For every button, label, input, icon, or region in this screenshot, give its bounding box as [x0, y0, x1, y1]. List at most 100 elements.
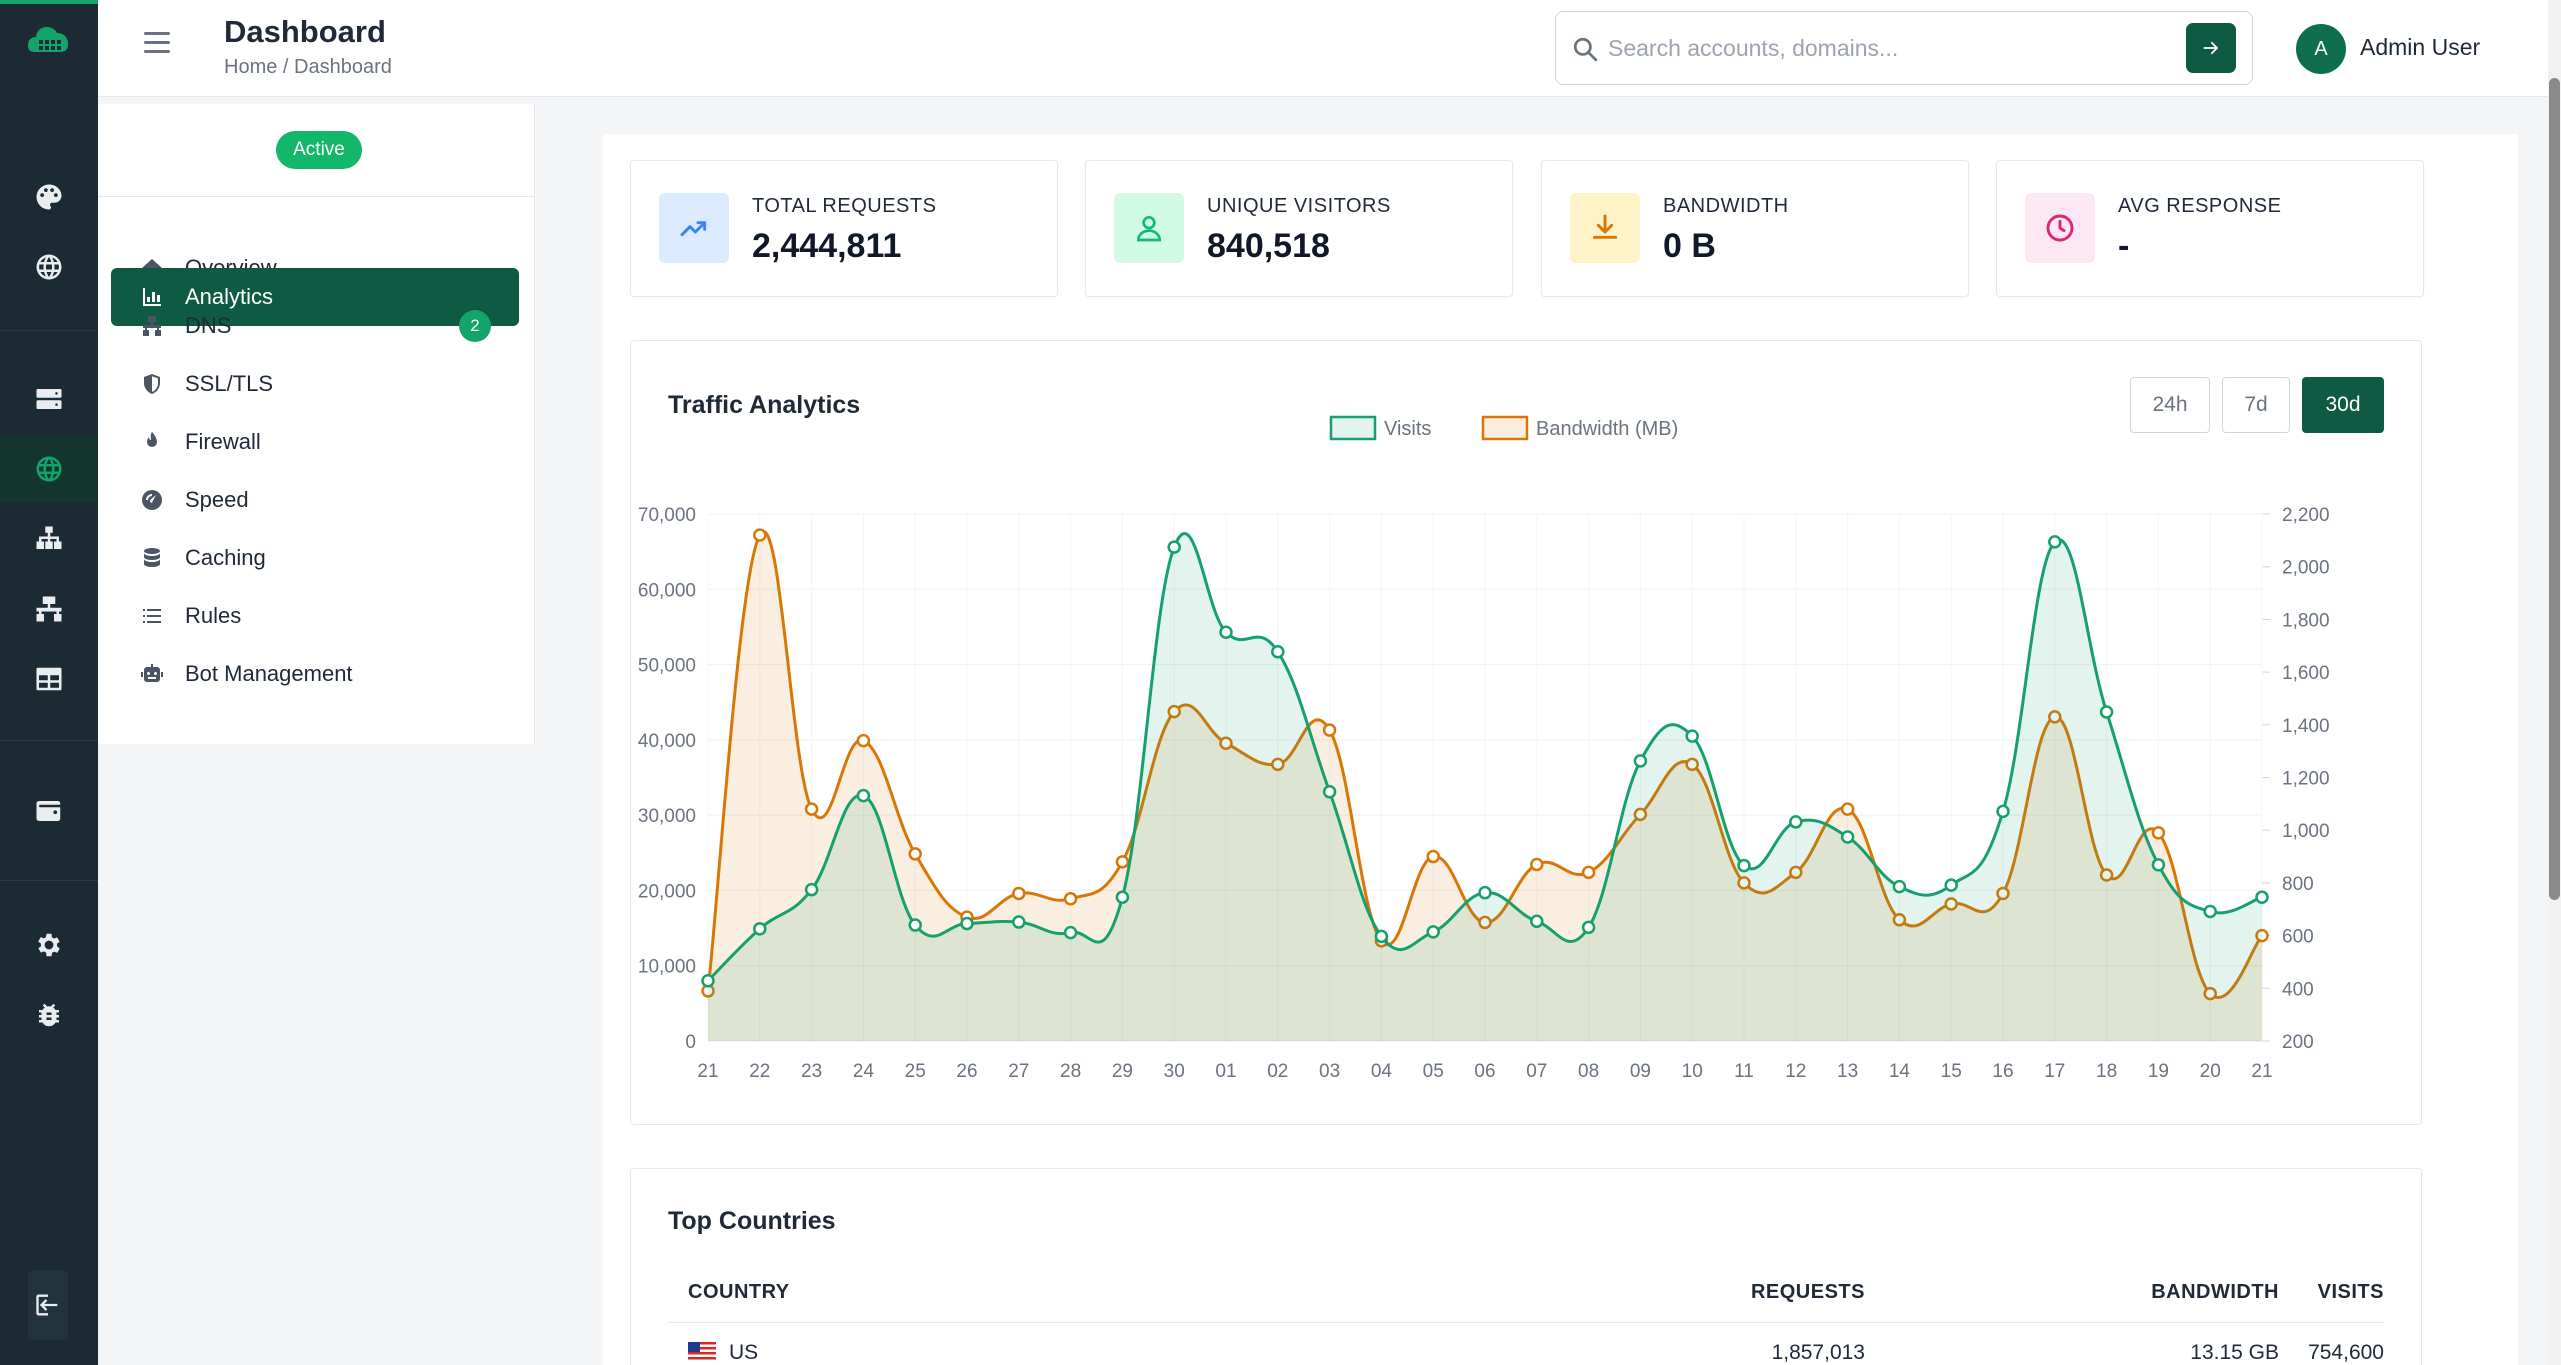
bandwidth-mb-line: [706, 530, 2264, 999]
visits-point: [1322, 785, 1337, 799]
cloud-logo-icon[interactable]: [25, 18, 71, 64]
stat-value: 2,444,811: [752, 227, 902, 265]
visits-point: [2099, 705, 2114, 719]
rail-table-icon[interactable]: [0, 646, 98, 712]
bandwidth-mb-point: [1063, 891, 1078, 906]
x-tick-label: 08: [1578, 1061, 1599, 1082]
y-right-tick-label: 1,200: [2282, 769, 2330, 790]
bandwidth-mb-point: [2203, 986, 2217, 1001]
visits-point: [1737, 858, 1751, 873]
range-24h-button[interactable]: 24h: [2130, 377, 2210, 433]
x-tick-label: 11: [1734, 1061, 1754, 1082]
sidebar-item-bot-management[interactable]: Bot Management: [111, 645, 519, 703]
x-tick-label: 22: [749, 1061, 770, 1082]
page-scrollbar[interactable]: [2548, 0, 2561, 1365]
column-header-requests[interactable]: REQUESTS: [1750, 1281, 1865, 1303]
visits-point: [1996, 804, 2010, 819]
fire-icon: [139, 429, 165, 455]
rail-network-icon[interactable]: [0, 576, 98, 642]
x-tick-label: 02: [1267, 1061, 1288, 1082]
x-tick-label: 25: [905, 1061, 926, 1082]
top-countries-card: Top Countries COUNTRY REQUESTS BANDWIDTH…: [630, 1168, 2422, 1365]
y-left-tick-label: 60,000: [638, 580, 696, 601]
x-tick-label: 05: [1423, 1061, 1444, 1082]
top-bar: Dashboard Home / Dashboard A Admin User: [98, 0, 2548, 97]
user-menu-name[interactable]: Admin User: [2360, 34, 2481, 60]
rail-sitemap-icon[interactable]: [0, 506, 98, 572]
hamburger-menu-icon[interactable]: [144, 32, 170, 58]
bandwidth-mb-point: [1737, 876, 1751, 890]
search-icon: [1573, 37, 1598, 62]
table-header-divider: [668, 1322, 2384, 1323]
visits-point: [1167, 540, 1181, 554]
bandwidth-mb-point: [753, 528, 767, 542]
stat-card-unique-visitors: UNIQUE VISITORS 840,518: [1085, 160, 1513, 297]
x-tick-label: 28: [1060, 1061, 1081, 1082]
visits-point: [960, 916, 974, 931]
stat-label: TOTAL REQUESTS: [752, 195, 937, 217]
rail-wallet-icon[interactable]: [0, 778, 98, 844]
country-bandwidth: 13.15 GB: [2190, 1341, 2279, 1364]
rail-bug-icon[interactable]: [0, 982, 98, 1048]
y-right-tick-label: 1,400: [2282, 716, 2330, 737]
bandwidth-mb-point: [1322, 723, 1337, 737]
x-tick-label: 26: [956, 1061, 977, 1082]
rail-gear-icon[interactable]: [0, 912, 98, 978]
rail-divider: [0, 880, 98, 881]
breadcrumb[interactable]: Home / Dashboard: [224, 56, 392, 78]
x-tick-label: 06: [1474, 1061, 1495, 1082]
x-tick-label: 21: [2251, 1061, 2272, 1082]
visits-point: [1374, 929, 1389, 944]
bandwidth-mb-point: [1996, 886, 2010, 901]
x-tick-label: 30: [1164, 1061, 1185, 1082]
x-tick-label: 09: [1630, 1061, 1651, 1082]
sidebar-item-label: Bot Management: [185, 661, 353, 686]
search-input[interactable]: [1608, 26, 2168, 70]
arrow-right-icon: [2203, 41, 2219, 55]
stat-card-total-requests: TOTAL REQUESTS 2,444,811: [630, 160, 1058, 297]
column-header-visits[interactable]: VISITS: [2317, 1281, 2384, 1303]
y-left-tick-label: 20,000: [638, 881, 696, 902]
x-tick-label: 23: [801, 1061, 822, 1082]
logout-icon[interactable]: [28, 1270, 68, 1340]
stat-card-avg-response: AVG RESPONSE -: [1996, 160, 2424, 297]
bandwidth-mb-point: [804, 802, 819, 816]
visits-point: [1219, 625, 1233, 639]
visits-point: [1789, 815, 1803, 829]
y-right-tick-label: 600: [2282, 927, 2314, 948]
sidebar-item-dns[interactable]: DNS 2: [111, 297, 519, 355]
search-submit-button[interactable]: [2186, 23, 2236, 73]
bandwidth-mb-point: [856, 733, 871, 748]
sidebar-item-speed[interactable]: Speed: [111, 471, 519, 529]
rail-globe-active-icon[interactable]: [0, 436, 98, 502]
sidebar-item-firewall[interactable]: Firewall: [111, 413, 519, 471]
y-right-tick-label: 400: [2282, 979, 2314, 1000]
rail-globe-icon[interactable]: [0, 234, 98, 300]
y-right-tick-label: 800: [2282, 874, 2314, 895]
bandwidth-mb-point: [1789, 865, 1803, 880]
visits-point: [1581, 920, 1596, 935]
sidebar-item-rules[interactable]: Rules: [111, 587, 519, 645]
y-right-tick-label: 200: [2282, 1032, 2314, 1053]
sidebar-item-caching[interactable]: Caching: [111, 529, 519, 587]
range-30d-button[interactable]: 30d: [2302, 377, 2384, 433]
range-7d-button[interactable]: 7d: [2222, 377, 2290, 433]
y-left-tick-label: 40,000: [638, 731, 696, 752]
scrollbar-thumb[interactable]: [2549, 78, 2560, 900]
avatar[interactable]: A: [2296, 24, 2346, 74]
rail-palette-icon[interactable]: [0, 164, 98, 230]
rail-server-icon[interactable]: [0, 366, 98, 432]
column-header-bandwidth[interactable]: BANDWIDTH: [2151, 1281, 2279, 1303]
column-header-country[interactable]: COUNTRY: [688, 1281, 790, 1303]
sidebar-divider: [98, 196, 535, 197]
sidebar-item-label: Analytics: [185, 284, 274, 309]
visits-point: [1685, 729, 1699, 743]
y-left-tick-label: 70,000: [638, 505, 696, 526]
visits-point: [1478, 885, 1492, 900]
sidebar-item-label: SSL/TLS: [185, 371, 274, 396]
sidebar-item-analytics[interactable]: Analytics: [111, 268, 519, 326]
rail-divider: [0, 740, 98, 741]
legend-visits-swatch: [1329, 415, 1377, 441]
sidebar-item-ssl-tls[interactable]: SSL/TLS: [111, 355, 519, 413]
x-tick-label: 19: [2148, 1061, 2169, 1082]
